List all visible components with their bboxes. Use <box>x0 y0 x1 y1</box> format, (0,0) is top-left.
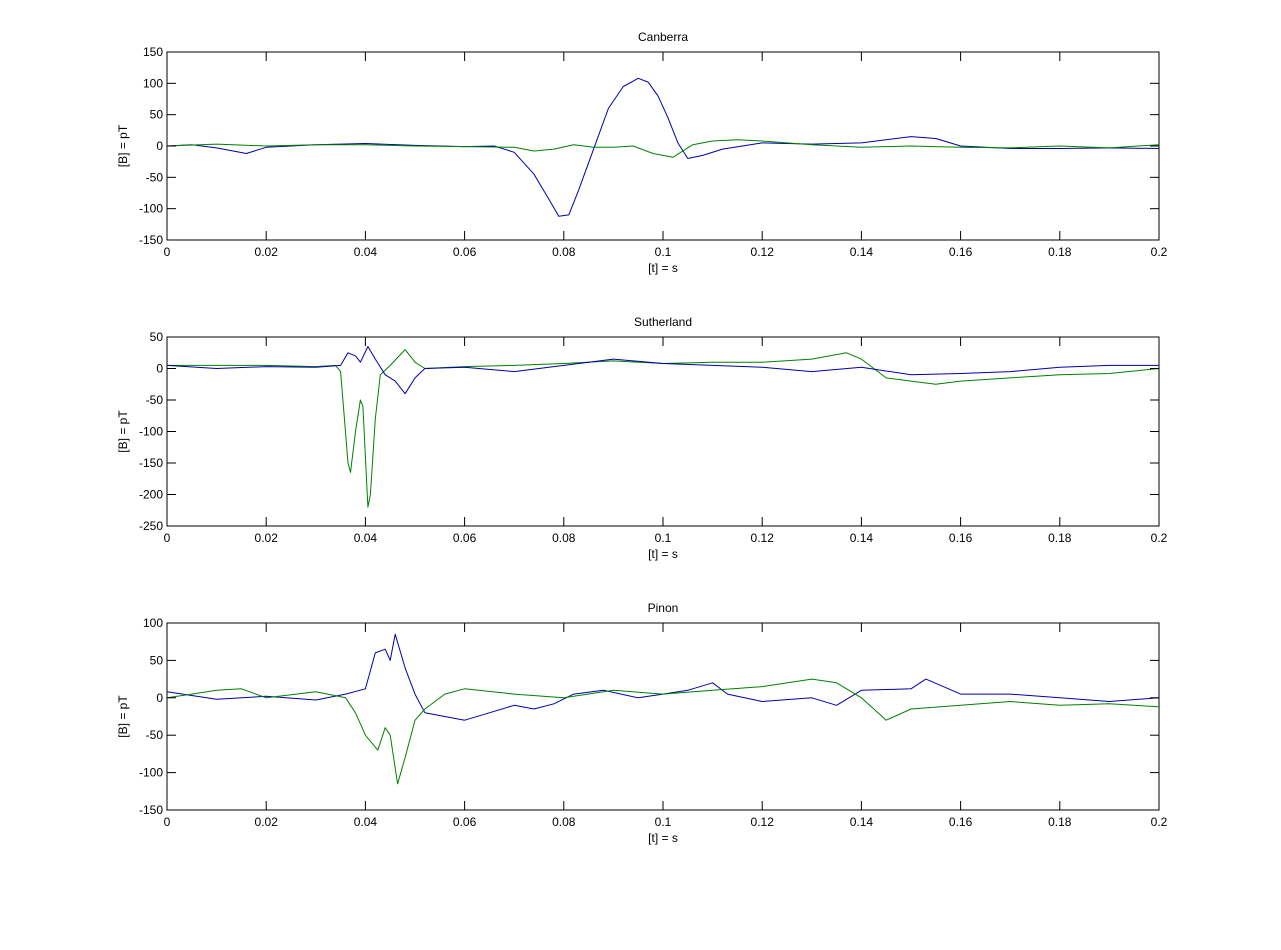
y-tick-label: -50 <box>146 170 164 184</box>
y-tick-label: 100 <box>143 76 163 90</box>
series-line-1 <box>166 633 1160 721</box>
x-tick-label: 0.16 <box>949 245 973 259</box>
y-axis-label: [B] = pT <box>116 124 130 167</box>
x-tick-label: 0.06 <box>453 815 477 829</box>
x-tick-label: 0.1 <box>655 245 672 259</box>
x-tick-label: 0.08 <box>552 245 576 259</box>
x-tick-label: 0.08 <box>552 815 576 829</box>
y-axis-ticks: -250 -200 -150 -100 -50 0 50 <box>139 330 1159 533</box>
y-tick-label: -50 <box>146 393 164 407</box>
x-axis-label: [t] = s <box>648 261 678 275</box>
y-tick-label: -100 <box>139 425 163 439</box>
series-layer <box>166 633 1160 785</box>
y-tick-label: -150 <box>139 456 163 470</box>
x-axis-ticks: 0 0.02 0.04 0.06 0.08 0.1 0.12 0.14 0.16 0.18 0.2 <box>164 623 1168 829</box>
canberra-subplot: 0 0.02 0.04 0.06 0.08 0.1 0.12 0.14 0.16 0.18 0.2 … <box>116 30 1168 275</box>
x-tick-label: 0.04 <box>354 531 378 545</box>
x-tick-label: 0.2 <box>1151 815 1168 829</box>
y-tick-label: 0 <box>156 362 163 376</box>
x-tick-label: 0.1 <box>655 815 672 829</box>
x-axis-ticks: 0 0.02 0.04 0.06 0.08 0.1 0.12 0.14 0.16 0.18 0.2 <box>164 337 1168 545</box>
x-tick-label: 0 <box>164 245 171 259</box>
x-tick-label: 0.12 <box>751 531 775 545</box>
x-tick-label: 0.06 <box>453 531 477 545</box>
y-tick-label: 0 <box>156 691 163 705</box>
x-tick-label: 0.18 <box>1048 245 1072 259</box>
x-tick-label: 0.08 <box>552 531 576 545</box>
subplot-title: Pinon <box>648 601 679 615</box>
y-tick-label: 150 <box>143 45 163 59</box>
y-axis-ticks: -150 -100 -50 0 50 100 <box>139 616 1159 817</box>
pinon-subplot: 0 0.02 0.04 0.06 0.08 0.1 0.12 0.14 0.16 0.18 0.2 … <box>116 601 1168 845</box>
y-tick-label: 100 <box>143 616 163 630</box>
y-tick-label: 0 <box>156 139 163 153</box>
y-tick-label: -100 <box>139 202 163 216</box>
subplot-title: Canberra <box>638 30 688 44</box>
x-tick-label: 0.16 <box>949 531 973 545</box>
x-axis-ticks: 0 0.02 0.04 0.06 0.08 0.1 0.12 0.14 0.16 0.18 0.2 <box>164 52 1168 259</box>
y-tick-label: 50 <box>150 330 164 344</box>
series-line-2 <box>166 139 1160 158</box>
subplot-title: Sutherland <box>634 315 692 329</box>
sutherland-subplot: 0 0.02 0.04 0.06 0.08 0.1 0.12 0.14 0.16 0.18 0.2 … <box>116 315 1168 561</box>
series-line-2 <box>166 346 1159 395</box>
y-tick-label: 50 <box>150 108 164 122</box>
x-tick-label: 0 <box>164 815 171 829</box>
x-tick-label: 0.18 <box>1048 815 1072 829</box>
x-tick-label: 0.12 <box>751 815 775 829</box>
x-tick-label: 0.02 <box>255 531 279 545</box>
plot-area <box>166 622 1160 811</box>
x-tick-label: 0.06 <box>453 245 477 259</box>
x-axis-label: [t] = s <box>648 547 678 561</box>
series-layer <box>166 346 1160 508</box>
x-tick-label: 0.12 <box>751 245 775 259</box>
y-tick-label: -50 <box>146 728 164 742</box>
x-tick-label: 0.18 <box>1048 531 1072 545</box>
y-tick-label: 50 <box>150 653 164 667</box>
x-tick-label: 0.14 <box>850 815 874 829</box>
y-tick-label: -100 <box>139 766 163 780</box>
x-tick-label: 0.1 <box>655 531 672 545</box>
x-tick-label: 0.14 <box>850 531 874 545</box>
x-tick-label: 0.16 <box>949 815 973 829</box>
plot-area <box>166 336 1160 527</box>
y-tick-label: -150 <box>139 803 163 817</box>
x-tick-label: 0.14 <box>850 245 874 259</box>
y-axis-label: [B] = pT <box>116 410 130 453</box>
y-tick-label: -250 <box>139 519 163 533</box>
x-tick-label: 0.04 <box>354 245 378 259</box>
x-tick-label: 0.02 <box>255 245 279 259</box>
series-layer <box>166 77 1160 217</box>
y-axis-ticks: -150 -100 -50 0 50 100 150 <box>139 45 1159 247</box>
y-tick-label: -200 <box>139 488 163 502</box>
y-tick-label: -150 <box>139 233 163 247</box>
plot-area <box>166 51 1160 241</box>
x-tick-label: 0.2 <box>1151 531 1168 545</box>
x-tick-label: 0 <box>164 531 171 545</box>
y-axis-label: [B] = pT <box>116 695 130 738</box>
x-axis-label: [t] = s <box>648 831 678 845</box>
x-tick-label: 0.02 <box>255 815 279 829</box>
x-tick-label: 0.04 <box>354 815 378 829</box>
series-line-1 <box>166 77 1160 217</box>
x-tick-label: 0.2 <box>1151 245 1168 259</box>
series-line-2 <box>166 678 1160 785</box>
